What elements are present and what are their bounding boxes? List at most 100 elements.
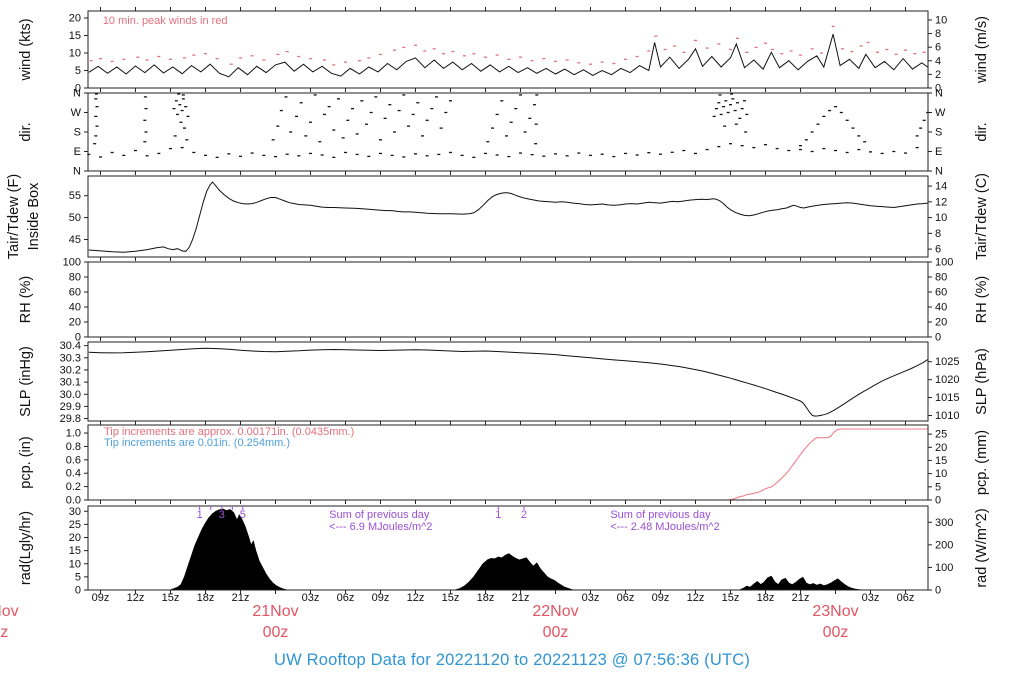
svg-text:20: 20	[69, 317, 81, 329]
x-date-time-label: 00z	[0, 624, 8, 641]
svg-text:10: 10	[935, 468, 947, 480]
x-tick-label: 03z	[862, 592, 880, 604]
axis-label-right-slp: SLP (hPa)	[974, 348, 990, 415]
svg-text:50: 50	[69, 212, 81, 224]
x-date-label: 22Nov	[532, 603, 578, 620]
annotation: Tip increments are 0.01in. (0.254mm.)	[104, 437, 290, 449]
axis-label-left-dir: dir.	[18, 122, 34, 141]
svg-text:14: 14	[935, 181, 947, 193]
x-tick-label: 06z	[897, 592, 915, 604]
svg-text:2: 2	[521, 509, 527, 521]
x-tick-label: 21z	[792, 592, 810, 604]
x-tick-label: 12z	[687, 592, 705, 604]
x-tick-label: 18z	[757, 592, 775, 604]
svg-text:15: 15	[69, 30, 81, 42]
svg-text:100: 100	[63, 257, 81, 269]
svg-text:0: 0	[935, 83, 941, 95]
svg-text:15: 15	[935, 455, 947, 467]
slp	[88, 347, 928, 417]
svg-text:30.1: 30.1	[60, 377, 81, 389]
panel-wind: 0 5 10 15 20 0 2 46 8 10 10 min. peak winds in red…	[18, 7, 990, 95]
svg-text:29.9: 29.9	[60, 401, 81, 413]
panel-border	[87, 261, 929, 338]
x-tick-label: 06z	[337, 592, 355, 604]
svg-text:E: E	[74, 146, 81, 158]
axis-label-right-rh: RH (%)	[974, 276, 990, 324]
annotation: Tip increments are approx. 0.00171in. (0…	[104, 426, 354, 438]
svg-text:300: 300	[935, 517, 953, 529]
panel-border	[87, 341, 929, 422]
annotation: <--- 2.48 MJoules/m^2	[610, 521, 719, 533]
svg-text:20: 20	[935, 317, 947, 329]
solar-day2	[454, 553, 574, 591]
axis-label-left-slp: SLP (inHg)	[18, 346, 34, 417]
panel-border	[87, 92, 929, 172]
axis-label-left-rh: RH (%)	[18, 276, 34, 324]
panel-border	[87, 424, 929, 501]
svg-text:25: 25	[935, 429, 947, 441]
svg-text:8: 8	[935, 28, 941, 40]
svg-text:60: 60	[935, 287, 947, 299]
plot-title: UW Rooftop Data for 20221120 to 20221123…	[273, 651, 751, 669]
x-date-label: 20Nov	[0, 603, 19, 620]
axis-label-left-temp: Inside Box	[26, 182, 42, 250]
svg-text:30.3: 30.3	[60, 352, 81, 364]
svg-text:40: 40	[935, 302, 947, 314]
x-tick-label: 03z	[302, 592, 320, 604]
svg-text:20: 20	[935, 442, 947, 454]
x-tick-label: 18z	[477, 592, 495, 604]
svg-text:100: 100	[935, 257, 953, 269]
svg-text:5: 5	[935, 481, 941, 493]
svg-text:0: 0	[75, 585, 81, 597]
svg-text:30: 30	[69, 506, 81, 518]
axis-label-right-pcp: pcp. (mm)	[974, 430, 990, 495]
panel-border	[87, 10, 929, 89]
svg-text:10: 10	[935, 212, 947, 224]
svg-text:1015: 1015	[935, 392, 959, 404]
axis-label-left-pcp: pcp. (in)	[18, 436, 34, 488]
axis-label-left-wind: wind (kts)	[18, 18, 34, 81]
svg-text:0: 0	[935, 585, 941, 597]
svg-text:1: 1	[495, 509, 501, 521]
pcp-cumulative	[88, 428, 928, 501]
axis-label-right-wind: wind (m/s)	[974, 16, 990, 84]
svg-text:0.0: 0.0	[66, 495, 81, 507]
svg-text:29.8: 29.8	[60, 413, 81, 425]
svg-text:5: 5	[75, 65, 81, 77]
svg-text:4: 4	[935, 55, 941, 67]
axis-label-right-temp: Tair/Tdew (C)	[974, 173, 990, 260]
axis-label-right-rad: rad (W/m^2)	[974, 508, 990, 587]
svg-text:0: 0	[75, 83, 81, 95]
svg-text:200: 200	[935, 539, 953, 551]
svg-text:30.2: 30.2	[60, 364, 81, 376]
svg-text:5: 5	[75, 571, 81, 583]
x-tick-label: 18z	[197, 592, 215, 604]
x-tick-label: 21z	[232, 592, 250, 604]
svg-text:N: N	[935, 166, 943, 178]
annotation: <--- 6.9 MJoules/m^2	[329, 521, 432, 533]
x-tick-label: 09z	[372, 592, 390, 604]
svg-text:8: 8	[935, 228, 941, 240]
annotation: 10 min. peak winds in red	[103, 15, 228, 27]
svg-text:N: N	[935, 88, 943, 100]
svg-text:N: N	[73, 88, 81, 100]
svg-text:25: 25	[69, 519, 81, 531]
x-tick-label: 15z	[162, 592, 180, 604]
panel-border	[87, 505, 929, 591]
panel-temp: 45 50 55 6 8 10 12 14 Tair/Tdew (F) Inside Box Tai…	[6, 173, 990, 261]
tair	[88, 181, 928, 253]
svg-text:15: 15	[69, 545, 81, 557]
svg-text:20: 20	[69, 13, 81, 25]
x-date-time-label: 00z	[543, 624, 569, 641]
panel-rh: 0 20 40 60 80 100 0 20 40 60 80 100 RH (%) RH (%)	[18, 257, 990, 344]
x-date-time-label: 00z	[263, 624, 289, 641]
x-axis: 09z 12z 15z 18z 21z 03z 06z 09z 12z 15z 18z 21z 03z 0…	[0, 592, 914, 641]
svg-text:1: 1	[197, 509, 203, 521]
x-tick-label: 03z	[582, 592, 600, 604]
wind-avg	[88, 33, 928, 78]
svg-text:10: 10	[69, 558, 81, 570]
axis-label-left-temp: Tair/Tdew (F)	[6, 174, 22, 259]
svg-text:40: 40	[69, 302, 81, 314]
